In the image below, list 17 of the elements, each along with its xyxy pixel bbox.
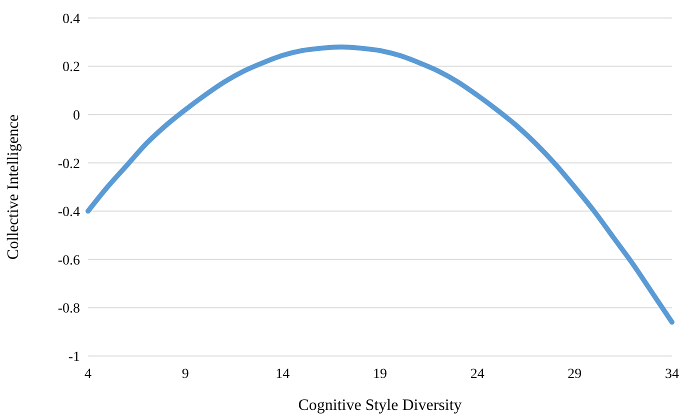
- y-tick-label: -0.8: [58, 302, 80, 317]
- y-tick-label: -1: [68, 350, 80, 365]
- y-tick-label: 0.4: [62, 12, 80, 27]
- y-tick-label: 0: [73, 108, 80, 124]
- y-axis-title: Collective Intelligence: [5, 114, 22, 260]
- x-tick-label: 34: [665, 367, 679, 382]
- x-axis-title: Cognitive Style Diversity: [298, 397, 462, 414]
- y-tick-label: -0.6: [58, 253, 80, 268]
- x-tick-label: 14: [276, 367, 290, 382]
- y-tick-label: -0.2: [58, 156, 80, 172]
- y-tick-label: -0.4: [58, 205, 80, 220]
- x-tick-label: 9: [182, 367, 189, 382]
- x-tick-label: 4: [84, 367, 92, 382]
- y-tick-label: 0.2: [62, 60, 80, 76]
- x-tick-label: 29: [568, 367, 582, 382]
- x-tick-label: 24: [470, 367, 484, 382]
- x-tick-label: 19: [373, 367, 387, 382]
